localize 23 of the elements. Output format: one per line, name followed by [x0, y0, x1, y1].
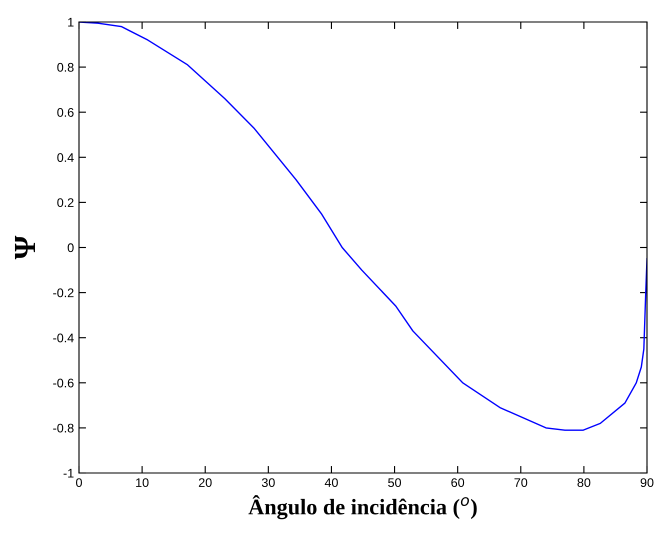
x-tick-label: 20	[198, 478, 212, 488]
y-tick-label: 1	[68, 18, 74, 27]
x-tick-label: 10	[136, 478, 149, 488]
x-tick-label: 60	[451, 478, 464, 488]
y-tick-label: 0	[68, 243, 74, 252]
x-tick-label: 40	[324, 478, 338, 488]
y-tick-label: -0.4	[53, 334, 74, 342]
x-tick-label: 0	[76, 478, 82, 488]
x-tick-label: 80	[577, 478, 590, 488]
y-axis-title: Ψ	[14, 236, 35, 260]
y-tick-label: -0.6	[53, 378, 74, 388]
y-tick-label: 0.4	[57, 153, 74, 162]
x-tick-label: 30	[262, 478, 275, 488]
y-tick-label: 0.8	[57, 62, 74, 72]
x-tick-label: 90	[640, 478, 654, 488]
y-tick-label: -1	[64, 468, 74, 478]
y-tick-label: -0.8	[53, 424, 74, 433]
y-tick-label: 0.2	[57, 198, 74, 208]
x-axis-title: Ângulo de incidência ($^{o}$)	[248, 495, 477, 520]
y-tick-label: 0.6	[57, 108, 74, 117]
y-tick-label: -0.2	[53, 288, 74, 298]
x-tick-label: 50	[388, 478, 402, 488]
x-tick-label: 70	[514, 478, 528, 488]
